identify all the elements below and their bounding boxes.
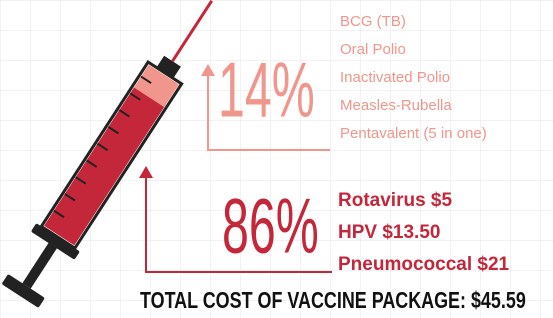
vaccine-item: Oral Polio — [340, 41, 406, 58]
footer: TOTAL COST OF VACCINE PACKAGE: $45.59 — [140, 288, 526, 314]
vaccine-item: BCG (TB) — [340, 13, 406, 30]
vaccine-item: Rotavirus $5 — [338, 190, 452, 211]
vaccine-item: Pentavalent (5 in one) — [340, 125, 487, 142]
vaccine-item: Measles-Rubella — [340, 97, 452, 114]
vaccine-item: Inactivated Polio — [340, 69, 450, 86]
percent-label: 14% — [218, 46, 315, 134]
vaccine-item: HPV $13.50 — [338, 222, 440, 243]
infographic: TOTAL COST OF VACCINE PACKAGE: $45.59 14… — [0, 0, 553, 318]
percent-label: 86% — [222, 182, 319, 270]
vaccine-item: Pneumococcal $21 — [338, 254, 510, 275]
